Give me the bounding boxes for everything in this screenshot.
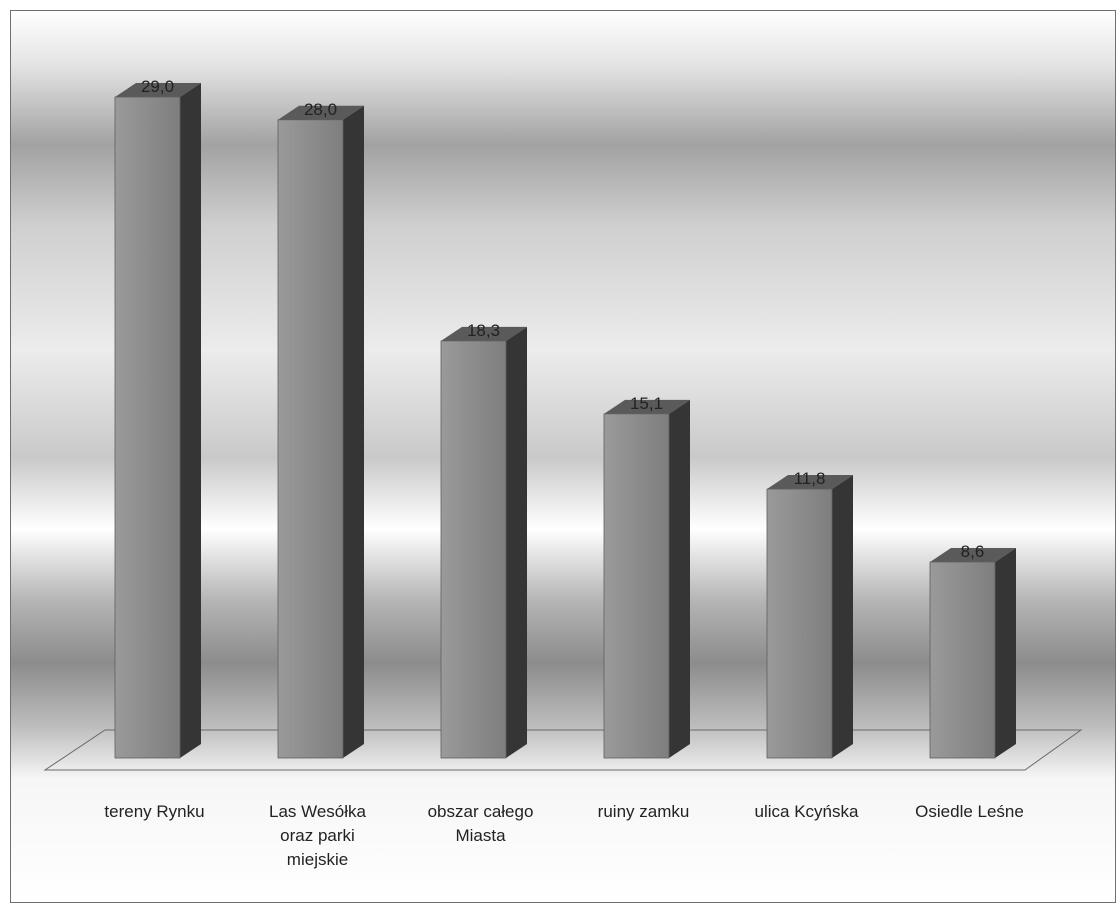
bar — [603, 399, 690, 759]
bar-top — [930, 547, 1016, 562]
data-label: 28,0 — [304, 100, 337, 119]
x-tick-label: oraz parki — [280, 826, 355, 845]
bar-side — [343, 105, 364, 759]
x-tick-label: ulica Kcyńska — [755, 802, 859, 821]
bar-chart: 29,0 28,0 18,3 15,1 11,8 8,6 tereny Rynku Las … — [11, 11, 1115, 902]
bar-side — [832, 475, 853, 758]
bar-front — [929, 561, 996, 759]
x-tick-label: Las Wesółka — [269, 802, 367, 821]
bar — [277, 105, 364, 759]
x-tick-label: Miasta — [455, 826, 506, 845]
bar — [114, 83, 201, 759]
data-label: 11,8 — [794, 469, 826, 488]
x-tick-label: obszar całego — [428, 802, 534, 821]
bar-top — [604, 399, 690, 414]
bar-side — [506, 326, 527, 758]
x-tick-label: miejskie — [287, 850, 348, 869]
bar-front — [440, 340, 507, 759]
data-label: 18,3 — [467, 321, 500, 340]
bar — [766, 475, 853, 759]
chart-frame: 29,0 28,0 18,3 15,1 11,8 8,6 tereny Rynku Las … — [10, 10, 1116, 903]
bar-top — [441, 326, 527, 341]
bar-top — [767, 475, 853, 490]
bar-top — [115, 83, 201, 97]
bar-front — [277, 119, 344, 759]
bar — [440, 326, 527, 759]
bar-front — [603, 413, 670, 759]
x-tick-label: ruiny zamku — [598, 802, 690, 821]
data-label: 29,0 — [141, 77, 174, 96]
chart-floor — [43, 729, 1083, 771]
bar-front — [114, 96, 181, 759]
x-tick-label: tereny Rynku — [104, 802, 204, 821]
data-label: 15,1 — [630, 394, 663, 413]
x-tick-label: Osiedle Leśne — [915, 802, 1024, 821]
data-label: 8,6 — [961, 542, 985, 561]
bar-side — [669, 399, 690, 758]
bar-side — [180, 83, 201, 758]
bar — [929, 547, 1016, 759]
bar-front — [766, 488, 833, 759]
bar-side — [995, 547, 1016, 758]
bar-top — [278, 105, 364, 120]
